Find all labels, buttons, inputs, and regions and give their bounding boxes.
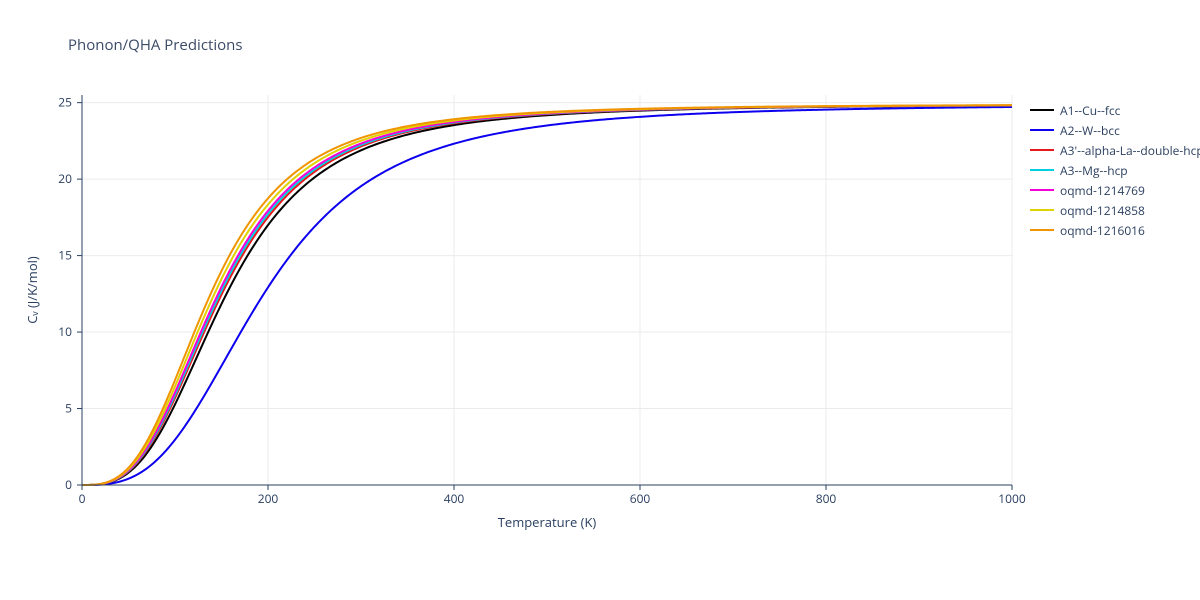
y-tick-label: 0 bbox=[65, 476, 72, 493]
legend-swatch bbox=[1030, 129, 1054, 131]
legend-item[interactable]: oqmd-1214769 bbox=[1030, 180, 1200, 200]
y-tick-label: 20 bbox=[58, 170, 72, 187]
x-tick-label: 0 bbox=[79, 490, 86, 507]
legend-item[interactable]: oqmd-1214858 bbox=[1030, 200, 1200, 220]
chart-root: Phonon/QHA Predictions 02004006008001000… bbox=[0, 0, 1200, 600]
legend-item[interactable]: A2--W--bcc bbox=[1030, 120, 1200, 140]
legend-label: oqmd-1216016 bbox=[1060, 222, 1145, 239]
legend-swatch bbox=[1030, 169, 1054, 171]
x-tick-label: 1000 bbox=[998, 490, 1026, 507]
x-tick-label: 600 bbox=[630, 490, 651, 507]
legend-swatch bbox=[1030, 209, 1054, 211]
y-tick-label: 15 bbox=[58, 247, 72, 264]
plot-svg: 0 200 400 600 800 1000 0 5 10 15 20 25 Temperature (… bbox=[22, 35, 1072, 545]
legend-item[interactable]: A1--Cu--fcc bbox=[1030, 100, 1200, 120]
y-axis-label: Cᵥ (J/K/mol) bbox=[23, 256, 41, 324]
x-tick-label: 800 bbox=[816, 490, 837, 507]
legend[interactable]: A1--Cu--fcc A2--W--bcc A3'--alpha-La--doub… bbox=[1030, 100, 1200, 240]
y-tick-label: 5 bbox=[65, 400, 72, 417]
legend-label: oqmd-1214769 bbox=[1060, 182, 1145, 199]
legend-item[interactable]: oqmd-1216016 bbox=[1030, 220, 1200, 240]
x-tick-label: 400 bbox=[444, 490, 465, 507]
legend-swatch bbox=[1030, 189, 1054, 191]
x-tick-label: 200 bbox=[258, 490, 279, 507]
legend-item[interactable]: A3--Mg--hcp bbox=[1030, 160, 1200, 180]
legend-label: oqmd-1214858 bbox=[1060, 202, 1145, 219]
legend-label: A3'--alpha-La--double-hcp bbox=[1060, 142, 1200, 159]
legend-label: A2--W--bcc bbox=[1060, 122, 1120, 139]
y-tick-label: 10 bbox=[58, 323, 72, 340]
x-axis-label: Temperature (K) bbox=[498, 513, 597, 531]
legend-swatch bbox=[1030, 149, 1054, 151]
legend-label: A3--Mg--hcp bbox=[1060, 162, 1128, 179]
y-tick-label: 25 bbox=[58, 94, 72, 111]
legend-swatch bbox=[1030, 229, 1054, 231]
legend-swatch bbox=[1030, 109, 1054, 111]
legend-label: A1--Cu--fcc bbox=[1060, 102, 1120, 119]
legend-item[interactable]: A3'--alpha-La--double-hcp bbox=[1030, 140, 1200, 160]
